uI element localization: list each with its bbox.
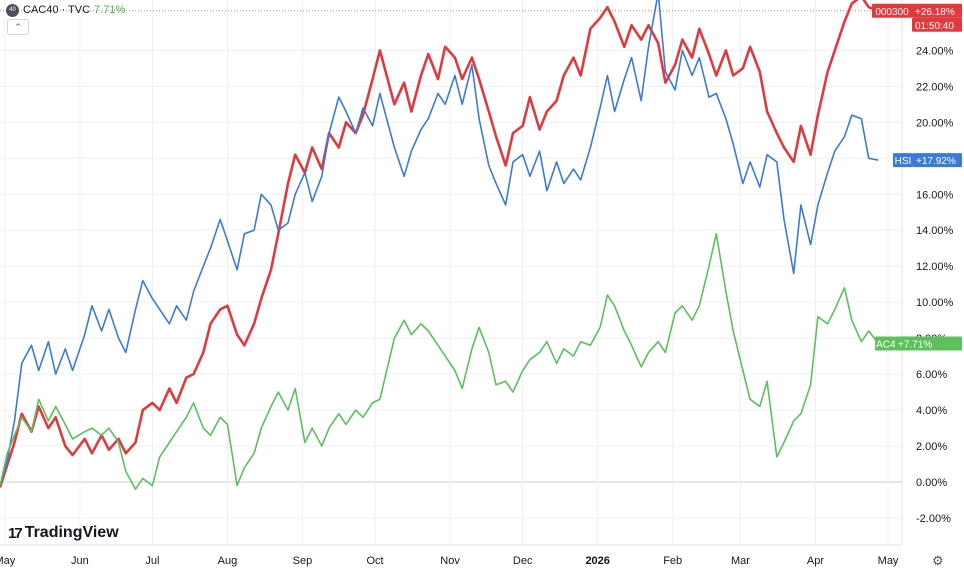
last-value: +17.92% [916,156,956,167]
grid-lines [0,0,903,546]
last-value-label-hsi: HSI +17.92% [893,153,962,168]
y-tick-label: 0.00% [916,477,947,489]
y-tick-label: 22.00% [916,81,954,93]
brand-name: TradingView [24,524,119,541]
last-value: +7.71% [898,340,932,351]
last-value-label-000300: 000300 +26.18% 01:50:40 [872,3,962,32]
symbol-text[interactable]: CAC40 · TVC [23,4,91,16]
x-tick-label: Nov [440,555,460,567]
x-tick-label: May [0,555,16,567]
y-tick-label: 16.00% [916,189,954,201]
series-line-hsi [0,0,879,486]
symbol-change: 7.71% [94,4,126,16]
x-tick-label: Aug [218,555,238,567]
series-line-cac40 [0,233,880,490]
series-name: CAC40 [869,340,902,351]
y-tick-label: 4.00% [916,405,947,417]
y-tick-label: 24.00% [916,45,954,57]
y-tick-label: 2.00% [916,441,947,453]
series-name: HSI [895,156,912,167]
last-value-tag [913,153,962,168]
x-tick-label: Oct [367,555,384,567]
tradingview-logo-icon: 17 [8,524,23,542]
series-line-000300 [0,0,879,488]
y-axis: -2.00%0.00%2.00%4.00%6.00%8.00%10.00%12.… [916,45,954,525]
countdown: 01:50:40 [915,21,954,32]
x-tick-label: Jun [71,555,89,567]
x-tick-label: Apr [807,555,824,567]
series-name-tag [875,336,895,351]
series-name: 000300 [875,7,909,18]
chevron-up-icon[interactable]: ⌃ [7,19,29,35]
last-value-tag [895,336,962,351]
y-tick-label: 20.00% [916,117,954,129]
series-name-tag [872,3,912,18]
last-value-label-cac40: CAC40+7.71% [869,336,962,351]
gear-icon[interactable]: ⚙ [932,553,944,568]
y-tick-label: 12.00% [916,261,954,273]
x-tick-label: Mar [731,555,750,567]
legend-header[interactable]: 40 CAC40 · TVC 7.71% [6,2,125,18]
x-tick-label: May [878,555,899,567]
last-value-tag [912,3,962,18]
x-tick-label: Sep [293,555,313,567]
last-value-labels: 000300 +26.18% 01:50:40 HSI +17.92% CAC40+7.7… [869,3,962,351]
symbol-badge: 40 [6,3,19,17]
x-axis: May Jun Jul Aug Sep Oct Nov Dec 2026 Feb Mar Apr May [0,555,899,567]
y-tick-label: 10.00% [916,297,954,309]
tradingview-brand[interactable]: 17 TradingView [8,524,119,542]
y-tick-label: -2.00% [916,513,951,525]
x-tick-label: Feb [663,555,682,567]
y-tick-label: 14.00% [916,225,954,237]
series-layer [0,0,902,490]
last-value: +26.18% [915,7,955,18]
y-tick-label: 6.00% [916,369,947,381]
x-tick-label: Jul [145,555,159,567]
x-tick-label: 2026 [585,555,609,567]
countdown-tag [912,17,962,32]
x-tick-label: Dec [513,555,533,567]
series-name-tag [893,153,913,168]
